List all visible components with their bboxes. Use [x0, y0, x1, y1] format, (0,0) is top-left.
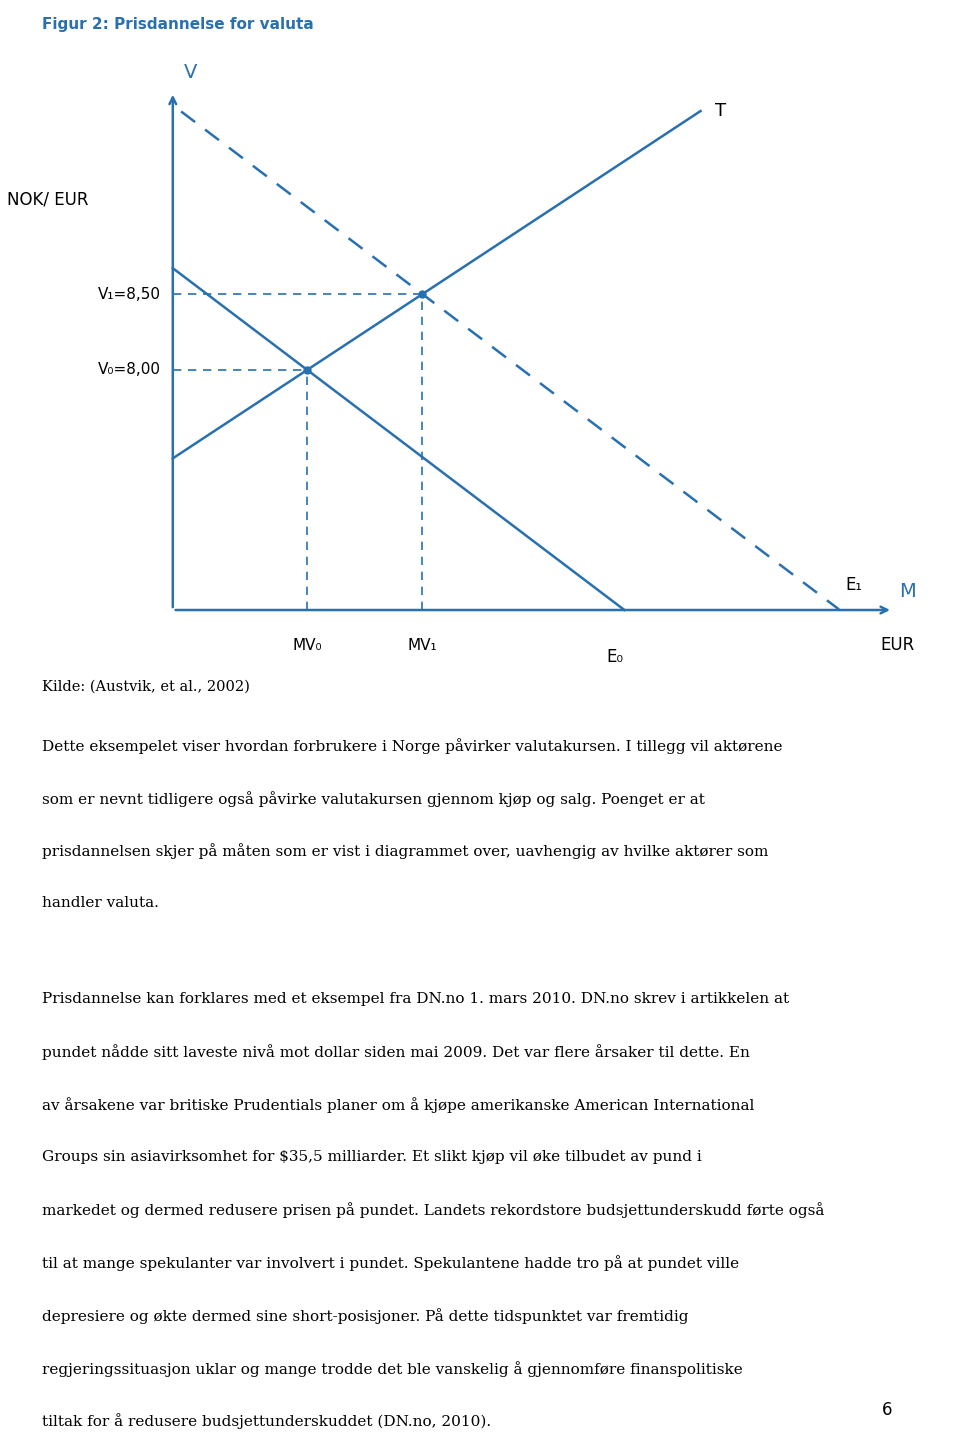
- Text: handler valuta.: handler valuta.: [42, 896, 159, 910]
- Text: MV₁: MV₁: [408, 639, 437, 653]
- Text: NOK/ EUR: NOK/ EUR: [8, 191, 88, 208]
- Text: regjeringssituasjon uklar og mange trodde det ble vanskelig å gjennomføre finans: regjeringssituasjon uklar og mange trodd…: [42, 1361, 743, 1377]
- Text: tiltak for å redusere budsjettunderskuddet (DN.no, 2010).: tiltak for å redusere budsjettunderskudd…: [42, 1413, 492, 1429]
- Text: prisdannelsen skjer på måten som er vist i diagrammet over, uavhengig av hvilke : prisdannelsen skjer på måten som er vist…: [42, 843, 769, 859]
- Text: Figur 2: Prisdannelse for valuta: Figur 2: Prisdannelse for valuta: [42, 17, 314, 32]
- Text: pundet nådde sitt laveste nivå mot dollar siden mai 2009. Det var flere årsaker : pundet nådde sitt laveste nivå mot dolla…: [42, 1044, 750, 1060]
- Text: Dette eksempelet viser hvordan forbrukere i Norge påvirker valutakursen. I tille: Dette eksempelet viser hvordan forbruker…: [42, 738, 782, 754]
- Text: T: T: [715, 102, 727, 119]
- Text: Prisdannelse kan forklares med et eksempel fra DN.no 1. mars 2010. DN.no skrev i: Prisdannelse kan forklares med et eksemp…: [42, 992, 789, 1005]
- Text: V₀=8,00: V₀=8,00: [98, 362, 161, 378]
- Text: MV₀: MV₀: [293, 639, 322, 653]
- Text: Kilde: (Austvik, et al., 2002): Kilde: (Austvik, et al., 2002): [42, 679, 251, 694]
- Text: M: M: [899, 582, 916, 600]
- Text: E₀: E₀: [607, 648, 623, 666]
- Text: EUR: EUR: [880, 636, 915, 653]
- Text: depresiere og økte dermed sine short-posisjoner. På dette tidspunktet var fremti: depresiere og økte dermed sine short-pos…: [42, 1308, 688, 1324]
- Text: V₁=8,50: V₁=8,50: [98, 287, 161, 302]
- Text: av årsakene var britiske Prudentials planer om å kjøpe amerikanske American Inte: av årsakene var britiske Prudentials pla…: [42, 1097, 755, 1113]
- Text: E₁: E₁: [846, 576, 863, 593]
- Text: som er nevnt tidligere også påvirke valutakursen gjennom kjøp og salg. Poenget e: som er nevnt tidligere også påvirke valu…: [42, 791, 705, 807]
- Text: til at mange spekulanter var involvert i pundet. Spekulantene hadde tro på at pu: til at mange spekulanter var involvert i…: [42, 1255, 739, 1271]
- Text: V: V: [183, 63, 197, 82]
- Text: Groups sin asiavirksomhet for $35,5 milliarder. Et slikt kjøp vil øke tilbudet a: Groups sin asiavirksomhet for $35,5 mill…: [42, 1150, 702, 1163]
- Text: 6: 6: [882, 1400, 893, 1419]
- Text: markedet og dermed redusere prisen på pundet. Landets rekordstore budsjettunders: markedet og dermed redusere prisen på pu…: [42, 1202, 825, 1219]
